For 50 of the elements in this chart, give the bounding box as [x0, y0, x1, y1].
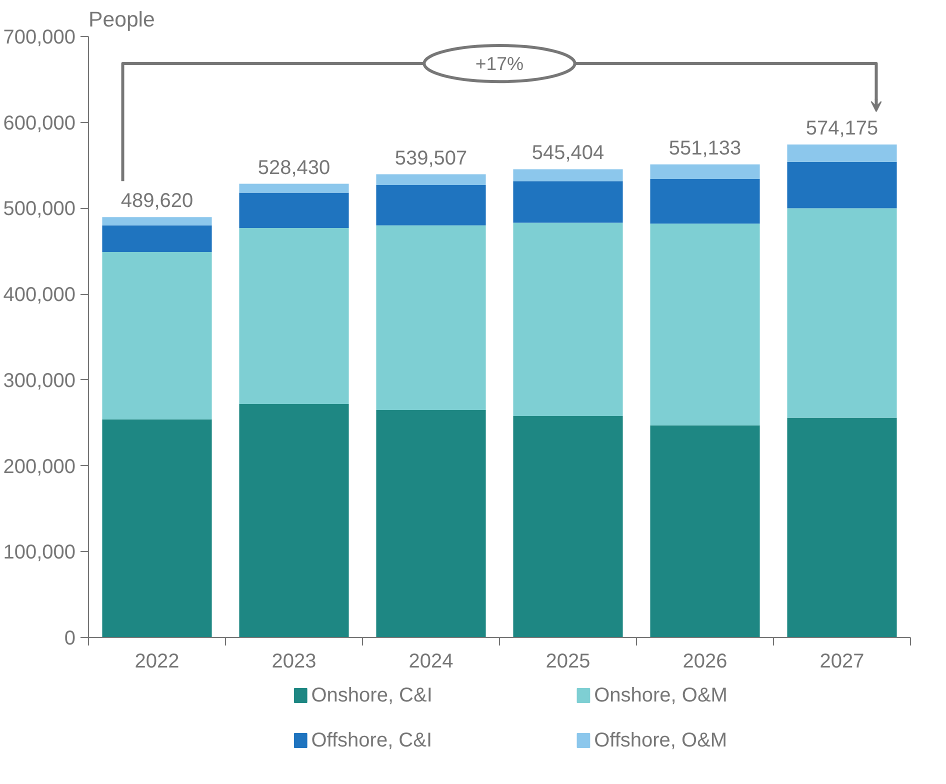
bar [102, 252, 212, 420]
legend-label: Offshore, C&I [311, 730, 432, 752]
x-tick-label: 2024 [408, 650, 454, 672]
bar [239, 404, 349, 638]
bar [513, 169, 623, 182]
bar [239, 228, 349, 404]
x-tick-label: 2022 [134, 650, 180, 672]
x-tick-label: 2025 [546, 650, 590, 672]
y-tick-label: 100,000 [3, 542, 76, 564]
bar [787, 162, 897, 208]
bar [376, 225, 486, 410]
bar [787, 144, 897, 162]
y-tick-label: 500,000 [3, 198, 76, 220]
bar [650, 164, 760, 180]
bar [650, 425, 760, 638]
bar [102, 225, 212, 252]
bar [376, 410, 486, 638]
total-label: 551,133 [668, 137, 742, 160]
bar [102, 419, 212, 638]
bar [513, 416, 623, 638]
legend-label: Onshore, O&M [594, 684, 728, 706]
legend-label: Offshore, O&M [594, 730, 728, 752]
bar [513, 181, 623, 223]
y-tick-label: 400,000 [3, 284, 76, 306]
y-axis-title: People [88, 8, 155, 32]
bar [102, 217, 212, 226]
bar [376, 185, 486, 226]
total-label: 489,620 [120, 190, 194, 212]
bar [787, 208, 897, 418]
total-label: 539,507 [394, 147, 468, 170]
legend-label: Onshore, C&I [311, 684, 432, 706]
y-tick-label: 300,000 [3, 370, 76, 392]
bar [787, 418, 897, 638]
total-label: 574,175 [806, 118, 878, 140]
total-label: 545,404 [532, 142, 604, 164]
y-tick-label: 0 [64, 628, 76, 650]
bar [376, 174, 486, 186]
bar [650, 224, 760, 426]
y-tick-label: 600,000 [3, 112, 76, 134]
bar [239, 184, 349, 193]
bar [513, 222, 623, 416]
x-tick-label: 2027 [820, 650, 864, 672]
x-tick-label: 2026 [682, 650, 728, 672]
bar [239, 192, 349, 228]
total-label: 528,430 [258, 156, 330, 179]
bar [650, 179, 760, 224]
y-tick-label: 200,000 [3, 456, 76, 478]
x-tick-label: 2023 [272, 650, 316, 672]
y-tick-label: 700,000 [3, 26, 76, 48]
annotation: +17% [475, 53, 524, 74]
